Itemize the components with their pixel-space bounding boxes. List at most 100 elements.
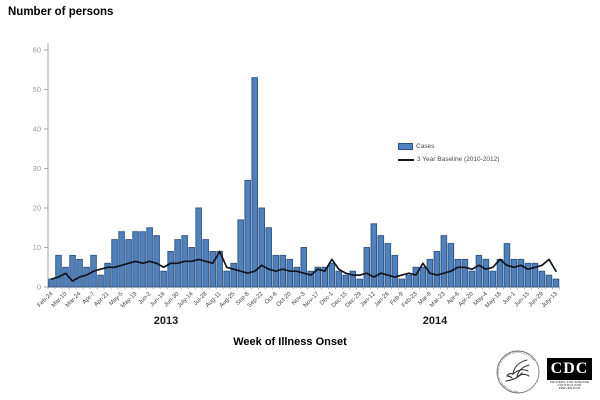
y-axis-title: Number of persons: [8, 6, 114, 18]
case-bar: [342, 274, 350, 288]
case-bar: [83, 266, 90, 288]
case-bar: [251, 77, 258, 288]
x-tick-label: Mar-24: [65, 291, 83, 309]
case-bar: [461, 258, 469, 288]
case-bar: [300, 247, 308, 288]
case-bar: [538, 270, 546, 288]
case-bar: [209, 250, 216, 288]
case-bar: [412, 266, 420, 288]
case-bar: [363, 247, 371, 288]
case-bar: [223, 270, 230, 288]
case-bar: [244, 179, 251, 288]
legend-item-baseline: 3 Year Baseline (2010-2012): [398, 153, 499, 166]
legend-baseline-label: 3 Year Baseline (2010-2012): [417, 156, 500, 163]
cdc-logo-text: CDC: [547, 358, 592, 380]
x-tick-label: Jan-26: [374, 291, 392, 309]
x-tick-label: July-14: [177, 291, 195, 309]
case-bar: [237, 219, 244, 288]
case-bar: [167, 250, 174, 288]
x-tick-label: Apr-20: [458, 291, 475, 308]
case-bar: [104, 262, 111, 288]
case-bar: [279, 254, 286, 288]
case-bar: [314, 266, 322, 288]
case-bar: [468, 270, 476, 288]
case-bar: [307, 270, 315, 288]
case-bar: [496, 258, 504, 288]
case-bar: [55, 254, 62, 288]
case-bar: [118, 231, 125, 288]
case-bar: [202, 239, 209, 288]
y-tick-label: 20: [33, 204, 41, 213]
x-axis-title: Week of Illness Onset: [233, 336, 347, 348]
case-bar: [188, 247, 195, 288]
case-bar: [377, 235, 385, 288]
case-bar: [489, 270, 497, 288]
case-bar: [405, 274, 413, 288]
case-bar: [321, 266, 329, 288]
hhs-eagle-icon: [505, 359, 530, 382]
case-bar: [48, 278, 55, 288]
x-tick-label: Oct-20: [276, 291, 293, 308]
x-tick-label: Aug-25: [219, 291, 237, 309]
y-tick-label: 40: [33, 125, 41, 134]
case-bar: [76, 258, 83, 288]
y-tick-label: 50: [33, 85, 41, 94]
x-tick-label: May-18: [484, 291, 503, 310]
case-bar: [552, 278, 560, 288]
baseline-line: [50, 250, 557, 282]
case-bar: [454, 258, 462, 288]
case-bar: [440, 235, 448, 288]
legend: Cases 3 Year Baseline (2010-2012): [398, 140, 499, 166]
case-bar: [286, 258, 293, 288]
cdc-logo-subtext: CENTERS FOR DISEASE CONTROL AND PREVENTI…: [549, 380, 590, 391]
case-bar: [370, 223, 378, 288]
case-bar: [153, 235, 160, 288]
x-tick-label: Sep-22: [247, 291, 265, 309]
case-bar: [419, 266, 427, 288]
y-tick-label: 10: [33, 243, 41, 252]
case-bar: [524, 262, 532, 288]
case-bar: [97, 274, 104, 288]
case-bar: [349, 270, 357, 288]
case-bar: [195, 207, 202, 288]
cases-bar-swatch-icon: [398, 143, 413, 150]
case-bar: [160, 270, 167, 288]
legend-item-cases: Cases: [398, 140, 499, 153]
case-bar: [391, 254, 399, 288]
case-bar: [510, 258, 518, 288]
case-bar: [139, 231, 146, 288]
y-tick-label: 30: [33, 164, 41, 173]
case-bar: [398, 278, 406, 288]
y-tick-label: 0: [37, 283, 41, 292]
case-bar: [447, 243, 455, 288]
case-bar: [328, 262, 336, 288]
case-bar: [265, 227, 272, 288]
case-bar: [230, 262, 237, 288]
case-bar: [132, 231, 139, 288]
x-tick-label: Apr-21: [93, 291, 110, 308]
case-bar: [335, 270, 343, 288]
case-bar: [146, 227, 153, 288]
x-tick-label: Nov-17: [303, 291, 321, 309]
cdc-logo: CDC CENTERS FOR DISEASE CONTROL AND PREV…: [547, 358, 592, 391]
x-tick-label: Mar-23: [429, 291, 447, 309]
case-bar: [482, 258, 490, 288]
year-label-2014: 2014: [422, 315, 448, 327]
y-tick-label: 60: [33, 46, 41, 55]
hhs-seal-circle: [496, 350, 540, 394]
year-label-2013: 2013: [153, 315, 179, 327]
case-bar: [545, 274, 553, 288]
baseline-line-swatch-icon: [398, 158, 414, 161]
case-bar: [293, 266, 301, 288]
case-bar: [433, 250, 441, 288]
x-tick-label: July-13: [541, 291, 559, 309]
case-bar: [111, 239, 118, 288]
legend-cases-label: Cases: [416, 143, 435, 150]
x-tick-label: Feb-23: [401, 291, 419, 309]
case-bar: [258, 207, 265, 288]
case-bar: [62, 266, 69, 288]
case-bar: [475, 254, 483, 288]
case-bar: [384, 243, 392, 288]
